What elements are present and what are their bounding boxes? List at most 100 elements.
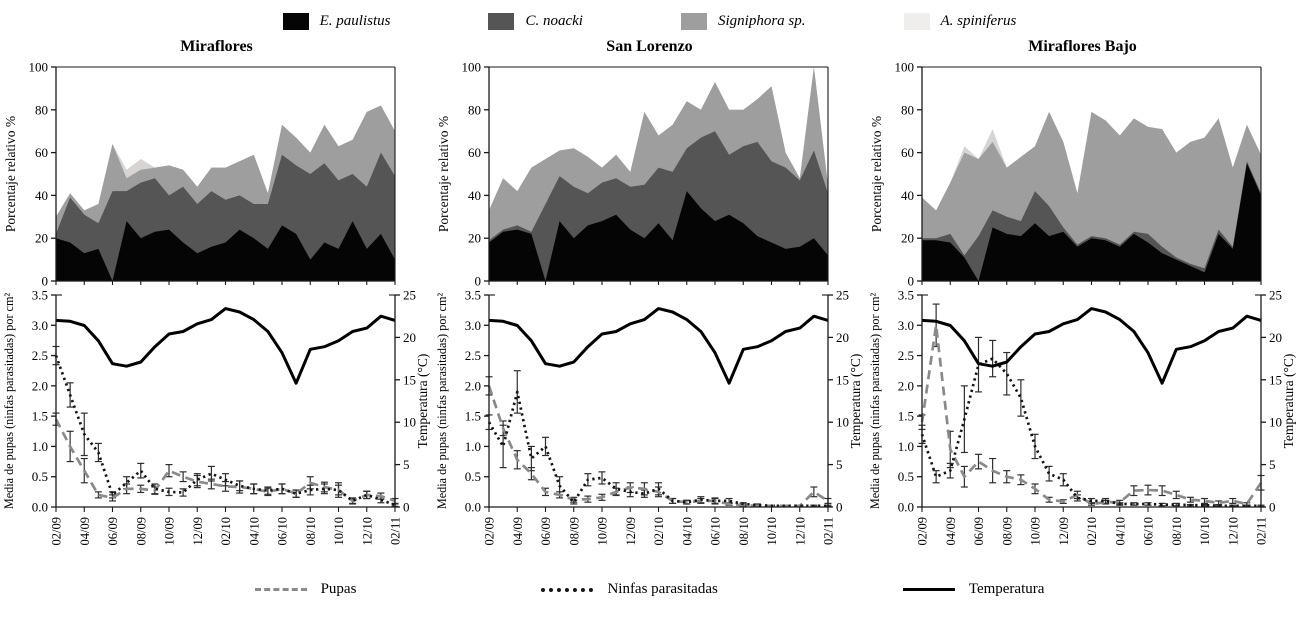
tick-label: 3.0 <box>465 318 481 333</box>
tick-label: 20 <box>836 330 849 345</box>
tick-label: 2.5 <box>32 348 48 363</box>
tick-label: 2.5 <box>465 348 481 363</box>
tick-label: 80 <box>35 102 48 117</box>
tick-label: 06/10 <box>276 517 290 545</box>
san-lorenzo-lines-chart: 0.0 0.5 1.0 1.5 2.0 2.5 3.0 3.5 0 5 10 15 20 25 02/09 0… <box>433 288 866 571</box>
tick-label: 10/10 <box>765 517 779 545</box>
tick-label: 40 <box>901 188 914 203</box>
charts-row: Miraflores 0 20 40 60 80 100 Porcentaje relati… <box>0 34 1299 571</box>
tick-label: 06/10 <box>1142 517 1156 545</box>
san-lorenzo-stacked-chart: 0 20 40 60 80 100 Porcentaje relativo % <box>433 59 866 289</box>
error-bars-ninfas-parasitadas <box>918 336 1265 507</box>
tick-label: 60 <box>901 145 914 160</box>
error-bars-pupas <box>52 412 399 505</box>
tick-label: 3.0 <box>32 318 48 333</box>
tick-label: 10/10 <box>332 517 346 545</box>
tick-label: 1.0 <box>898 439 914 454</box>
tick-label: 08/10 <box>737 517 751 545</box>
tick-label: 10 <box>836 415 849 430</box>
tick-label: 08/09 <box>134 517 148 545</box>
tick-label: 5 <box>1269 457 1276 472</box>
tick-label: Temperatura (°C) <box>1281 354 1296 449</box>
tick-label: 20 <box>1269 330 1282 345</box>
series-ninfas-parasitadas <box>487 390 828 508</box>
tick-label: 0.0 <box>465 500 481 515</box>
miraflores-bajo-lines-chart: 0.0 0.5 1.0 1.5 2.0 2.5 3.0 3.5 0 5 10 15 20 25 02/09 0… <box>866 288 1299 571</box>
tick-label: 1.5 <box>898 409 914 424</box>
tick-label: 2.0 <box>32 378 48 393</box>
tick-label: 0.0 <box>898 500 914 515</box>
tick-label: 15 <box>1269 372 1282 387</box>
san-lorenzo-lines-svg: 0.0 0.5 1.0 1.5 2.0 2.5 3.0 3.5 0 5 10 15 20 25 02/09 0… <box>435 288 863 546</box>
tick-label: 0 <box>908 274 915 289</box>
tick-label: 10/09 <box>163 517 177 545</box>
tick-label: 04/10 <box>247 517 261 545</box>
area-e-paulistus <box>922 163 1261 281</box>
tick-label: 3.5 <box>32 288 48 303</box>
series-legend: Pupas Ninfas parasitadas Temperatura <box>0 571 1299 598</box>
tick-label: 1.0 <box>465 439 481 454</box>
series-temperatura <box>488 307 829 385</box>
tick-label: 25 <box>836 288 849 303</box>
tick-label: 02/10 <box>652 517 666 545</box>
legend-label: E. paulistus <box>319 13 391 29</box>
tick-label: 06/09 <box>106 517 120 545</box>
tick-label: 15 <box>403 372 416 387</box>
tick-label: 08/09 <box>1000 517 1014 545</box>
tick-label: 10 <box>403 415 416 430</box>
chart-title-miraflores-bajo: Miraflores Bajo <box>1028 38 1137 55</box>
series-ninfas-parasitadas <box>920 357 1261 508</box>
tick-label: 10/10 <box>1198 517 1212 545</box>
error-bars-ninfas-parasitadas <box>52 345 399 507</box>
san-lorenzo-stacked-svg: 0 20 40 60 80 100 Porcentaje relativo % <box>436 60 829 289</box>
series-pupas <box>54 418 396 503</box>
tick-label: 40 <box>35 188 48 203</box>
tick-label: 20 <box>468 231 481 246</box>
legend-label: A. spiniferus <box>940 13 1017 29</box>
tick-label: 1.5 <box>32 409 48 424</box>
e-paulistus-swatch <box>282 13 309 30</box>
tick-label: 0 <box>475 274 482 289</box>
area-e-paulistus <box>56 221 395 281</box>
tick-label: Temperatura (°C) <box>848 354 863 449</box>
tick-label: 2.0 <box>898 378 914 393</box>
tick-label: Porcentaje relativo % <box>869 116 884 232</box>
legend-item-signiphora: Signiphora sp. <box>680 13 806 30</box>
tick-label: 2.5 <box>898 348 914 363</box>
tick-label: 0.5 <box>465 469 481 484</box>
tick-label: 100 <box>29 60 49 75</box>
tick-label: 25 <box>403 288 416 303</box>
tick-label: 02/10 <box>1085 517 1099 545</box>
tick-label: 02/10 <box>219 517 233 545</box>
signiphora-swatch <box>680 13 707 30</box>
tick-label: 12/10 <box>793 517 807 545</box>
tick-label: 100 <box>462 60 482 75</box>
tick-label: 12/10 <box>1226 517 1240 545</box>
chart-title-miraflores: Miraflores <box>180 38 253 55</box>
tick-label: 100 <box>895 60 915 75</box>
tick-label: 80 <box>468 102 481 117</box>
legend-item-pupas: Pupas <box>254 581 356 598</box>
tick-label: 02/09 <box>916 517 930 545</box>
tick-label: 0.0 <box>32 500 48 515</box>
tick-label: 08/09 <box>567 517 581 545</box>
area-e-paulistus <box>489 191 828 281</box>
tick-label: 04/09 <box>78 517 92 545</box>
tick-label: 10/09 <box>596 517 610 545</box>
chart-title-san-lorenzo: San Lorenzo <box>606 38 693 55</box>
tick-label: 2.0 <box>465 378 481 393</box>
miraflores-stacked-svg: 0 20 40 60 80 100 Porcentaje relativo % <box>3 60 396 289</box>
tick-label: 04/09 <box>944 517 958 545</box>
tick-label: 0 <box>836 500 843 515</box>
series-ninfas-parasitadas <box>54 355 396 507</box>
series-temperatura <box>55 307 396 385</box>
miraflores-bajo-lines-svg: 0.0 0.5 1.0 1.5 2.0 2.5 3.0 3.5 0 5 10 15 20 25 02/09 0… <box>868 288 1296 546</box>
tick-label: 0 <box>1269 500 1276 515</box>
legend-item-c-noacki: C. noacki <box>488 13 583 30</box>
miraflores-bajo-stacked-svg: 0 20 40 60 80 100 Porcentaje relativo % <box>869 60 1262 289</box>
tick-label: 5 <box>403 457 410 472</box>
tick-label: Media de pupas (ninfas parasitadas) por … <box>868 293 882 510</box>
tick-label: Porcentaje relativo % <box>436 116 451 232</box>
miraflores-bajo-stacked-chart: 0 20 40 60 80 100 Porcentaje relativo % <box>866 59 1299 289</box>
